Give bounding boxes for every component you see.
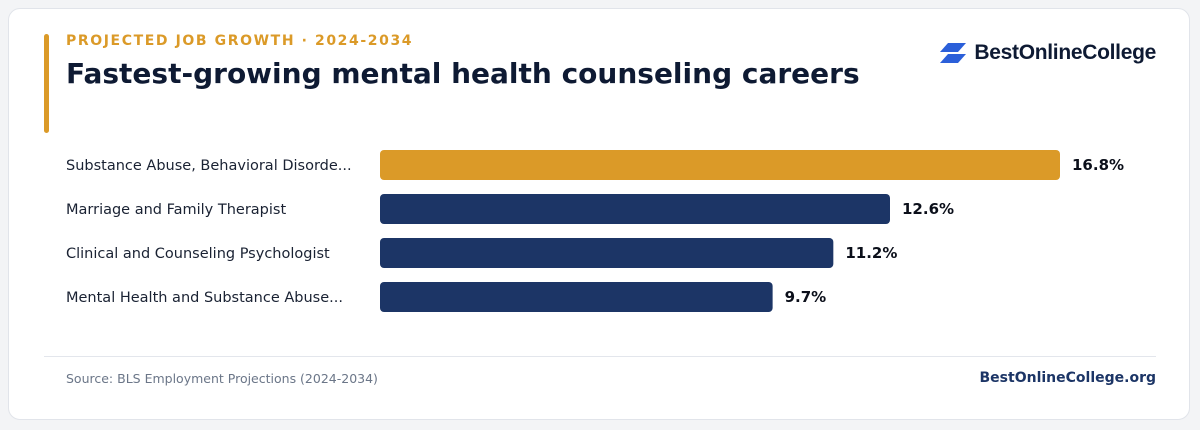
bar (380, 150, 1060, 180)
footer-divider (44, 356, 1156, 357)
category-label: Clinical and Counseling Psychologist (66, 246, 330, 262)
accent-bar (44, 34, 49, 133)
brand-logo: BestOnlineCollege (940, 41, 1156, 65)
category-label: Marriage and Family Therapist (66, 202, 286, 218)
bar (380, 194, 890, 224)
brand-name: BestOnlineCollege (974, 41, 1156, 64)
category-label: Substance Abuse, Behavioral Disorde... (66, 158, 352, 174)
chart-card: PROJECTED JOB GROWTH · 2024-2034 Fastest… (8, 8, 1190, 420)
value-label: 16.8% (1072, 156, 1124, 174)
bar (380, 282, 773, 312)
category-label: Mental Health and Substance Abuse... (66, 290, 343, 306)
value-label: 11.2% (845, 244, 897, 262)
value-label: 12.6% (902, 200, 954, 218)
value-label: 9.7% (785, 288, 827, 306)
source-note: Source: BLS Employment Projections (2024… (66, 371, 378, 386)
chart-title: Fastest-growing mental health counseling… (66, 57, 860, 90)
bar (380, 238, 834, 268)
eyebrow-label: PROJECTED JOB GROWTH · 2024-2034 (66, 33, 414, 49)
bar-chart: Substance Abuse, Behavioral Disorde... 16… (66, 150, 1124, 312)
site-link[interactable]: BestOnlineCollege.org (979, 370, 1156, 386)
brand-chevron-logo-icon (940, 43, 967, 63)
